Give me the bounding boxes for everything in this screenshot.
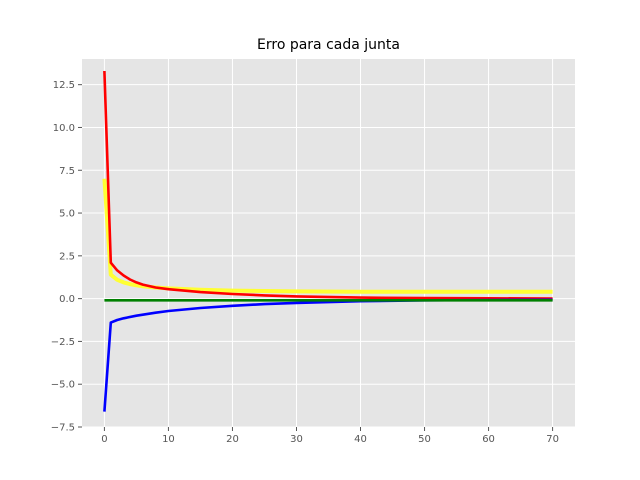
x-tick-label: 20 [226,434,239,445]
plot-area [82,59,575,427]
series-lines [102,70,553,412]
x-tick-label: 70 [546,434,559,445]
y-tick-label: −7.5 [51,423,75,434]
y-tick-label: 10.0 [53,123,75,134]
x-tick-label: 30 [290,434,303,445]
series-line-2 [103,70,553,300]
y-tick-label: −5.0 [51,380,75,391]
y-tick-label: 7.5 [59,166,75,177]
chart-title: Erro para cada junta [257,37,400,53]
x-tick-label: 50 [418,434,431,445]
x-tick-label: 60 [482,434,495,445]
x-tick-label: 40 [354,434,367,445]
axes: 0 10 20 30 40 50 60 70 −7.5 −5.0 −2.5 0.0 2.5 5.0 7.5 1… [51,80,559,445]
y-tick-label: 12.5 [53,80,75,91]
y-tick-label: 5.0 [59,209,75,220]
y-tick-label: 2.5 [59,251,75,262]
y-tick-label: 0.0 [59,294,75,305]
grid-lines [82,59,575,428]
x-tick-label: 10 [162,434,175,445]
y-tick-label: −2.5 [51,337,75,348]
x-tick-label: 0 [101,434,107,445]
